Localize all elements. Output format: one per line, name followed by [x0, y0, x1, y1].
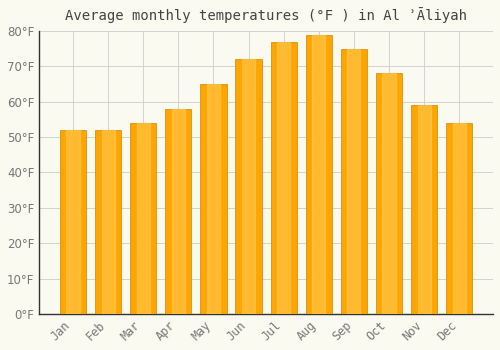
- Bar: [382, 74, 396, 314]
- Bar: [418, 105, 430, 314]
- Bar: [446, 123, 472, 314]
- Bar: [66, 130, 80, 314]
- Bar: [136, 123, 150, 314]
- Bar: [270, 42, 297, 314]
- Bar: [200, 84, 226, 314]
- Bar: [376, 74, 402, 314]
- Bar: [60, 130, 86, 314]
- Bar: [312, 35, 326, 314]
- Bar: [452, 123, 466, 314]
- Bar: [242, 59, 255, 314]
- Bar: [236, 59, 262, 314]
- Title: Average monthly temperatures (°F ) in Al ʾĀliyah: Average monthly temperatures (°F ) in Al…: [65, 7, 467, 23]
- Bar: [130, 123, 156, 314]
- Bar: [207, 84, 220, 314]
- Bar: [306, 35, 332, 314]
- Bar: [411, 105, 438, 314]
- Bar: [172, 109, 185, 314]
- Bar: [277, 42, 290, 314]
- Bar: [95, 130, 122, 314]
- Bar: [340, 49, 367, 314]
- Bar: [348, 49, 360, 314]
- Bar: [102, 130, 114, 314]
- Bar: [165, 109, 192, 314]
